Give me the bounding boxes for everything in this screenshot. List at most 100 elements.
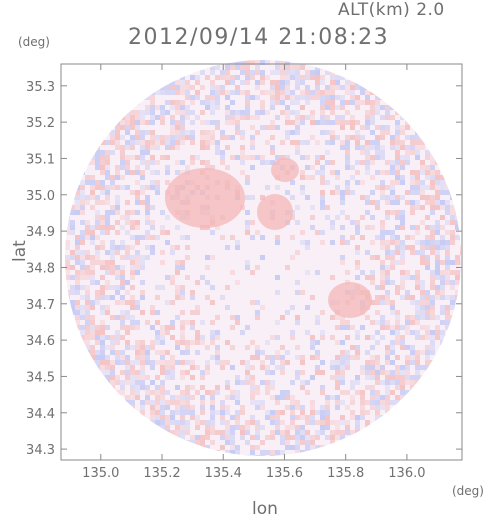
- disk-cell: [325, 400, 330, 405]
- disk-cell: [155, 375, 160, 380]
- disk-cell: [235, 450, 240, 455]
- disk-cell: [340, 375, 345, 380]
- disk-cell: [390, 310, 395, 315]
- disk-cell: [340, 325, 345, 330]
- disk-cell: [360, 160, 365, 165]
- disk-cell: [135, 200, 140, 205]
- disk-cell: [150, 225, 155, 230]
- disk-cell: [155, 340, 160, 345]
- disk-cell: [220, 75, 225, 80]
- disk-cell: [205, 420, 210, 425]
- disk-cell: [215, 225, 220, 230]
- disk-cell: [90, 300, 95, 305]
- disk-cell: [310, 420, 315, 425]
- disk-cell: [285, 135, 290, 140]
- disk-cell: [195, 75, 200, 80]
- disk-cell: [125, 345, 130, 350]
- disk-cell: [390, 345, 395, 350]
- disk-cell: [345, 430, 350, 435]
- disk-cell: [305, 75, 310, 80]
- disk-cell: [230, 135, 235, 140]
- disk-cell: [115, 200, 120, 205]
- disk-cell: [455, 295, 460, 300]
- disk-cell: [415, 230, 420, 235]
- disk-cell: [210, 335, 215, 340]
- disk-cell: [385, 405, 390, 410]
- disk-cell: [415, 375, 420, 380]
- disk-cell: [375, 360, 380, 365]
- disk-cell: [90, 155, 95, 160]
- disk-cell: [90, 280, 95, 285]
- disk-cell: [315, 315, 320, 320]
- disk-cell: [435, 240, 440, 245]
- disk-cell: [270, 150, 275, 155]
- disk-cell: [135, 390, 140, 395]
- disk-cell: [340, 400, 345, 405]
- disk-cell: [255, 435, 260, 440]
- disk-cell: [75, 290, 80, 295]
- disk-cell: [360, 370, 365, 375]
- disk-cell: [285, 60, 290, 65]
- disk-cell: [335, 365, 340, 370]
- disk-cell: [90, 185, 95, 190]
- disk-cell: [325, 85, 330, 90]
- disk-cell: [125, 125, 130, 130]
- disk-cell: [420, 190, 425, 195]
- disk-cell: [345, 390, 350, 395]
- disk-cell: [430, 155, 435, 160]
- disk-cell: [145, 150, 150, 155]
- disk-cell: [285, 265, 290, 270]
- disk-cell: [355, 425, 360, 430]
- disk-cell: [340, 320, 345, 325]
- disk-cell: [335, 395, 340, 400]
- y-tick-label: 34.4: [26, 407, 55, 422]
- disk-cell: [80, 190, 85, 195]
- disk-cell: [355, 335, 360, 340]
- disk-cell: [370, 390, 375, 395]
- disk-cell: [455, 275, 460, 280]
- disk-cell: [390, 165, 395, 170]
- disk-cell: [435, 200, 440, 205]
- disk-cell: [80, 265, 85, 270]
- disk-cell: [240, 110, 245, 115]
- disk-cell: [210, 65, 215, 70]
- y-tick-label: 34.5: [26, 370, 55, 385]
- disk-cell: [300, 415, 305, 420]
- disk-cell: [185, 95, 190, 100]
- disk-cell: [150, 180, 155, 185]
- disk-cell: [295, 425, 300, 430]
- disk-cell: [380, 405, 385, 410]
- disk-cell: [255, 115, 260, 120]
- disk-cell: [100, 340, 105, 345]
- disk-cell: [180, 425, 185, 430]
- disk-cell: [65, 270, 70, 275]
- disk-cell: [400, 250, 405, 255]
- disk-cell: [200, 335, 205, 340]
- disk-cell: [250, 415, 255, 420]
- disk-cell: [370, 240, 375, 245]
- disk-cell: [110, 340, 115, 345]
- disk-cell: [380, 185, 385, 190]
- disk-cell: [70, 310, 75, 315]
- disk-cell: [395, 155, 400, 160]
- disk-cell: [340, 120, 345, 125]
- disk-cell: [255, 430, 260, 435]
- disk-cell: [450, 315, 455, 320]
- disk-cell: [290, 140, 295, 145]
- disk-cell: [165, 100, 170, 105]
- disk-cell: [250, 355, 255, 360]
- disk-cell: [390, 390, 395, 395]
- disk-cell: [345, 140, 350, 145]
- disk-cell: [365, 155, 370, 160]
- disk-cell: [230, 100, 235, 105]
- disk-cell: [285, 190, 290, 195]
- disk-cell: [365, 145, 370, 150]
- disk-cell: [110, 315, 115, 320]
- disk-cell: [335, 370, 340, 375]
- disk-cell: [320, 445, 325, 450]
- disk-cell: [255, 300, 260, 305]
- disk-cell: [110, 270, 115, 275]
- disk-cell: [395, 240, 400, 245]
- disk-cell: [180, 395, 185, 400]
- disk-cell: [110, 210, 115, 215]
